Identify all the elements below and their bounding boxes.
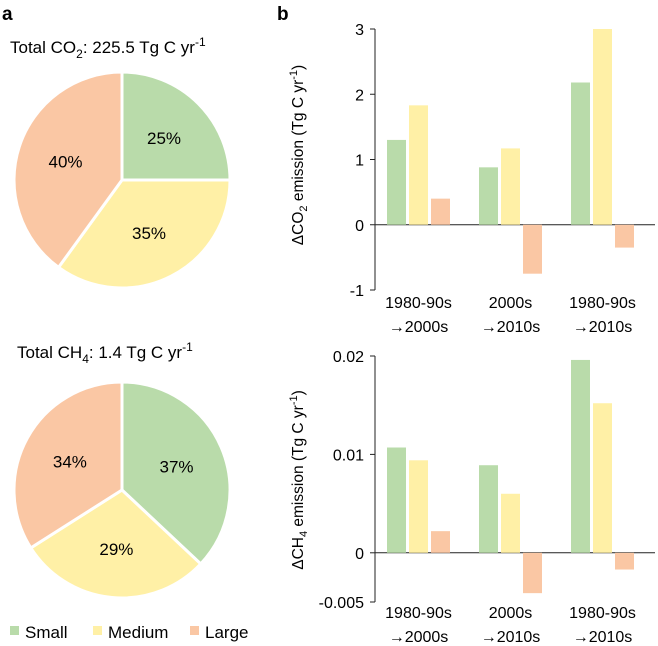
- bar-ch4: -0.005 0 0.01 0.02 1980-90s →2000s 2000s →2010s…: [319, 349, 655, 646]
- x-tick-label: →2010s: [573, 629, 633, 646]
- legend-label-small: Small: [25, 623, 68, 642]
- y-tick-label: 0: [355, 218, 364, 235]
- bar-large: [523, 552, 542, 594]
- bar-small: [571, 359, 590, 553]
- pie-ch4-title: Total CH4: 1.4 Tg C yr-1: [17, 340, 193, 366]
- x-tick-label: →2010s: [573, 319, 633, 336]
- bar-medium: [593, 403, 612, 553]
- pie-co2-title: Total CO2: 225.5 Tg C yr-1: [10, 35, 206, 61]
- x-tick-label: →2010s: [481, 319, 541, 336]
- bar-medium: [501, 148, 520, 225]
- x-tick-label: →2000s: [389, 629, 449, 646]
- legend-label-medium: Medium: [108, 623, 168, 642]
- pie-slice-medium: [56, 178, 232, 290]
- pie-slice-medium: [28, 488, 203, 600]
- legend: Small Medium Large: [10, 623, 248, 642]
- x-tick-label: 2000s: [489, 295, 533, 312]
- y-tick-label: 0: [355, 546, 364, 563]
- pie-slice-large: [12, 70, 124, 270]
- x-tick-label: 1980-90s: [569, 295, 636, 312]
- y-tick-label: 2: [355, 87, 364, 104]
- panel-label-a: a: [2, 4, 13, 25]
- y-tick-label: -1: [350, 283, 364, 300]
- pie-ch4: 37% 29% 34%: [12, 380, 232, 600]
- bar-large: [615, 224, 634, 248]
- bar-ch4-ylabel: ΔCH4 emission (Tg C yr-1): [288, 390, 310, 570]
- y-tick-label: -0.005: [319, 595, 364, 612]
- legend-swatch-small: [10, 626, 19, 635]
- pie-slice-label: 35%: [132, 224, 166, 243]
- legend-label-large: Large: [205, 623, 248, 642]
- pie-slice-label: 25%: [147, 129, 181, 148]
- y-tick-label: 0.02: [333, 349, 364, 366]
- y-tick-label: 0.01: [333, 447, 364, 464]
- y-tick-label: 3: [355, 22, 364, 39]
- pie-slice-small: [120, 380, 232, 567]
- x-tick-label: 1980-90s: [385, 605, 452, 622]
- bar-medium: [409, 460, 428, 553]
- pie-slice-label: 40%: [48, 153, 82, 172]
- pie-slice-small: [120, 70, 232, 182]
- x-tick-label: 1980-90s: [385, 295, 452, 312]
- y-tick-label: 1: [355, 153, 364, 170]
- legend-swatch-large: [190, 626, 199, 635]
- x-tick-label: 1980-90s: [569, 605, 636, 622]
- bar-small: [479, 465, 498, 553]
- bar-medium: [593, 29, 612, 225]
- bar-large: [523, 224, 542, 274]
- bar-large: [431, 531, 450, 553]
- pie-co2: 25% 35% 40%: [12, 70, 232, 290]
- pie-slice-label: 34%: [53, 452, 87, 471]
- bar-small: [571, 82, 590, 225]
- x-tick-label: →2010s: [481, 629, 541, 646]
- panel-label-b: b: [277, 4, 289, 25]
- bar-small: [387, 447, 406, 553]
- bar-small: [387, 139, 406, 225]
- x-tick-label: →2000s: [389, 319, 449, 336]
- pie-slice-label: 37%: [159, 457, 193, 476]
- bar-large: [431, 198, 450, 225]
- x-tick-label: 2000s: [489, 605, 533, 622]
- legend-swatch-medium: [93, 626, 102, 635]
- bar-medium: [501, 493, 520, 553]
- bar-co2: -1 0 1 2 3 1980-90s →2000s 2000s →2010s 1980-90s →…: [350, 22, 655, 336]
- pie-slice-large: [12, 380, 124, 550]
- pie-slice-label: 29%: [99, 540, 133, 559]
- bar-co2-ylabel: ΔCO2 emission (Tg C yr-1): [288, 65, 310, 245]
- bar-large: [615, 552, 634, 570]
- bar-small: [479, 167, 498, 225]
- bar-medium: [409, 105, 428, 225]
